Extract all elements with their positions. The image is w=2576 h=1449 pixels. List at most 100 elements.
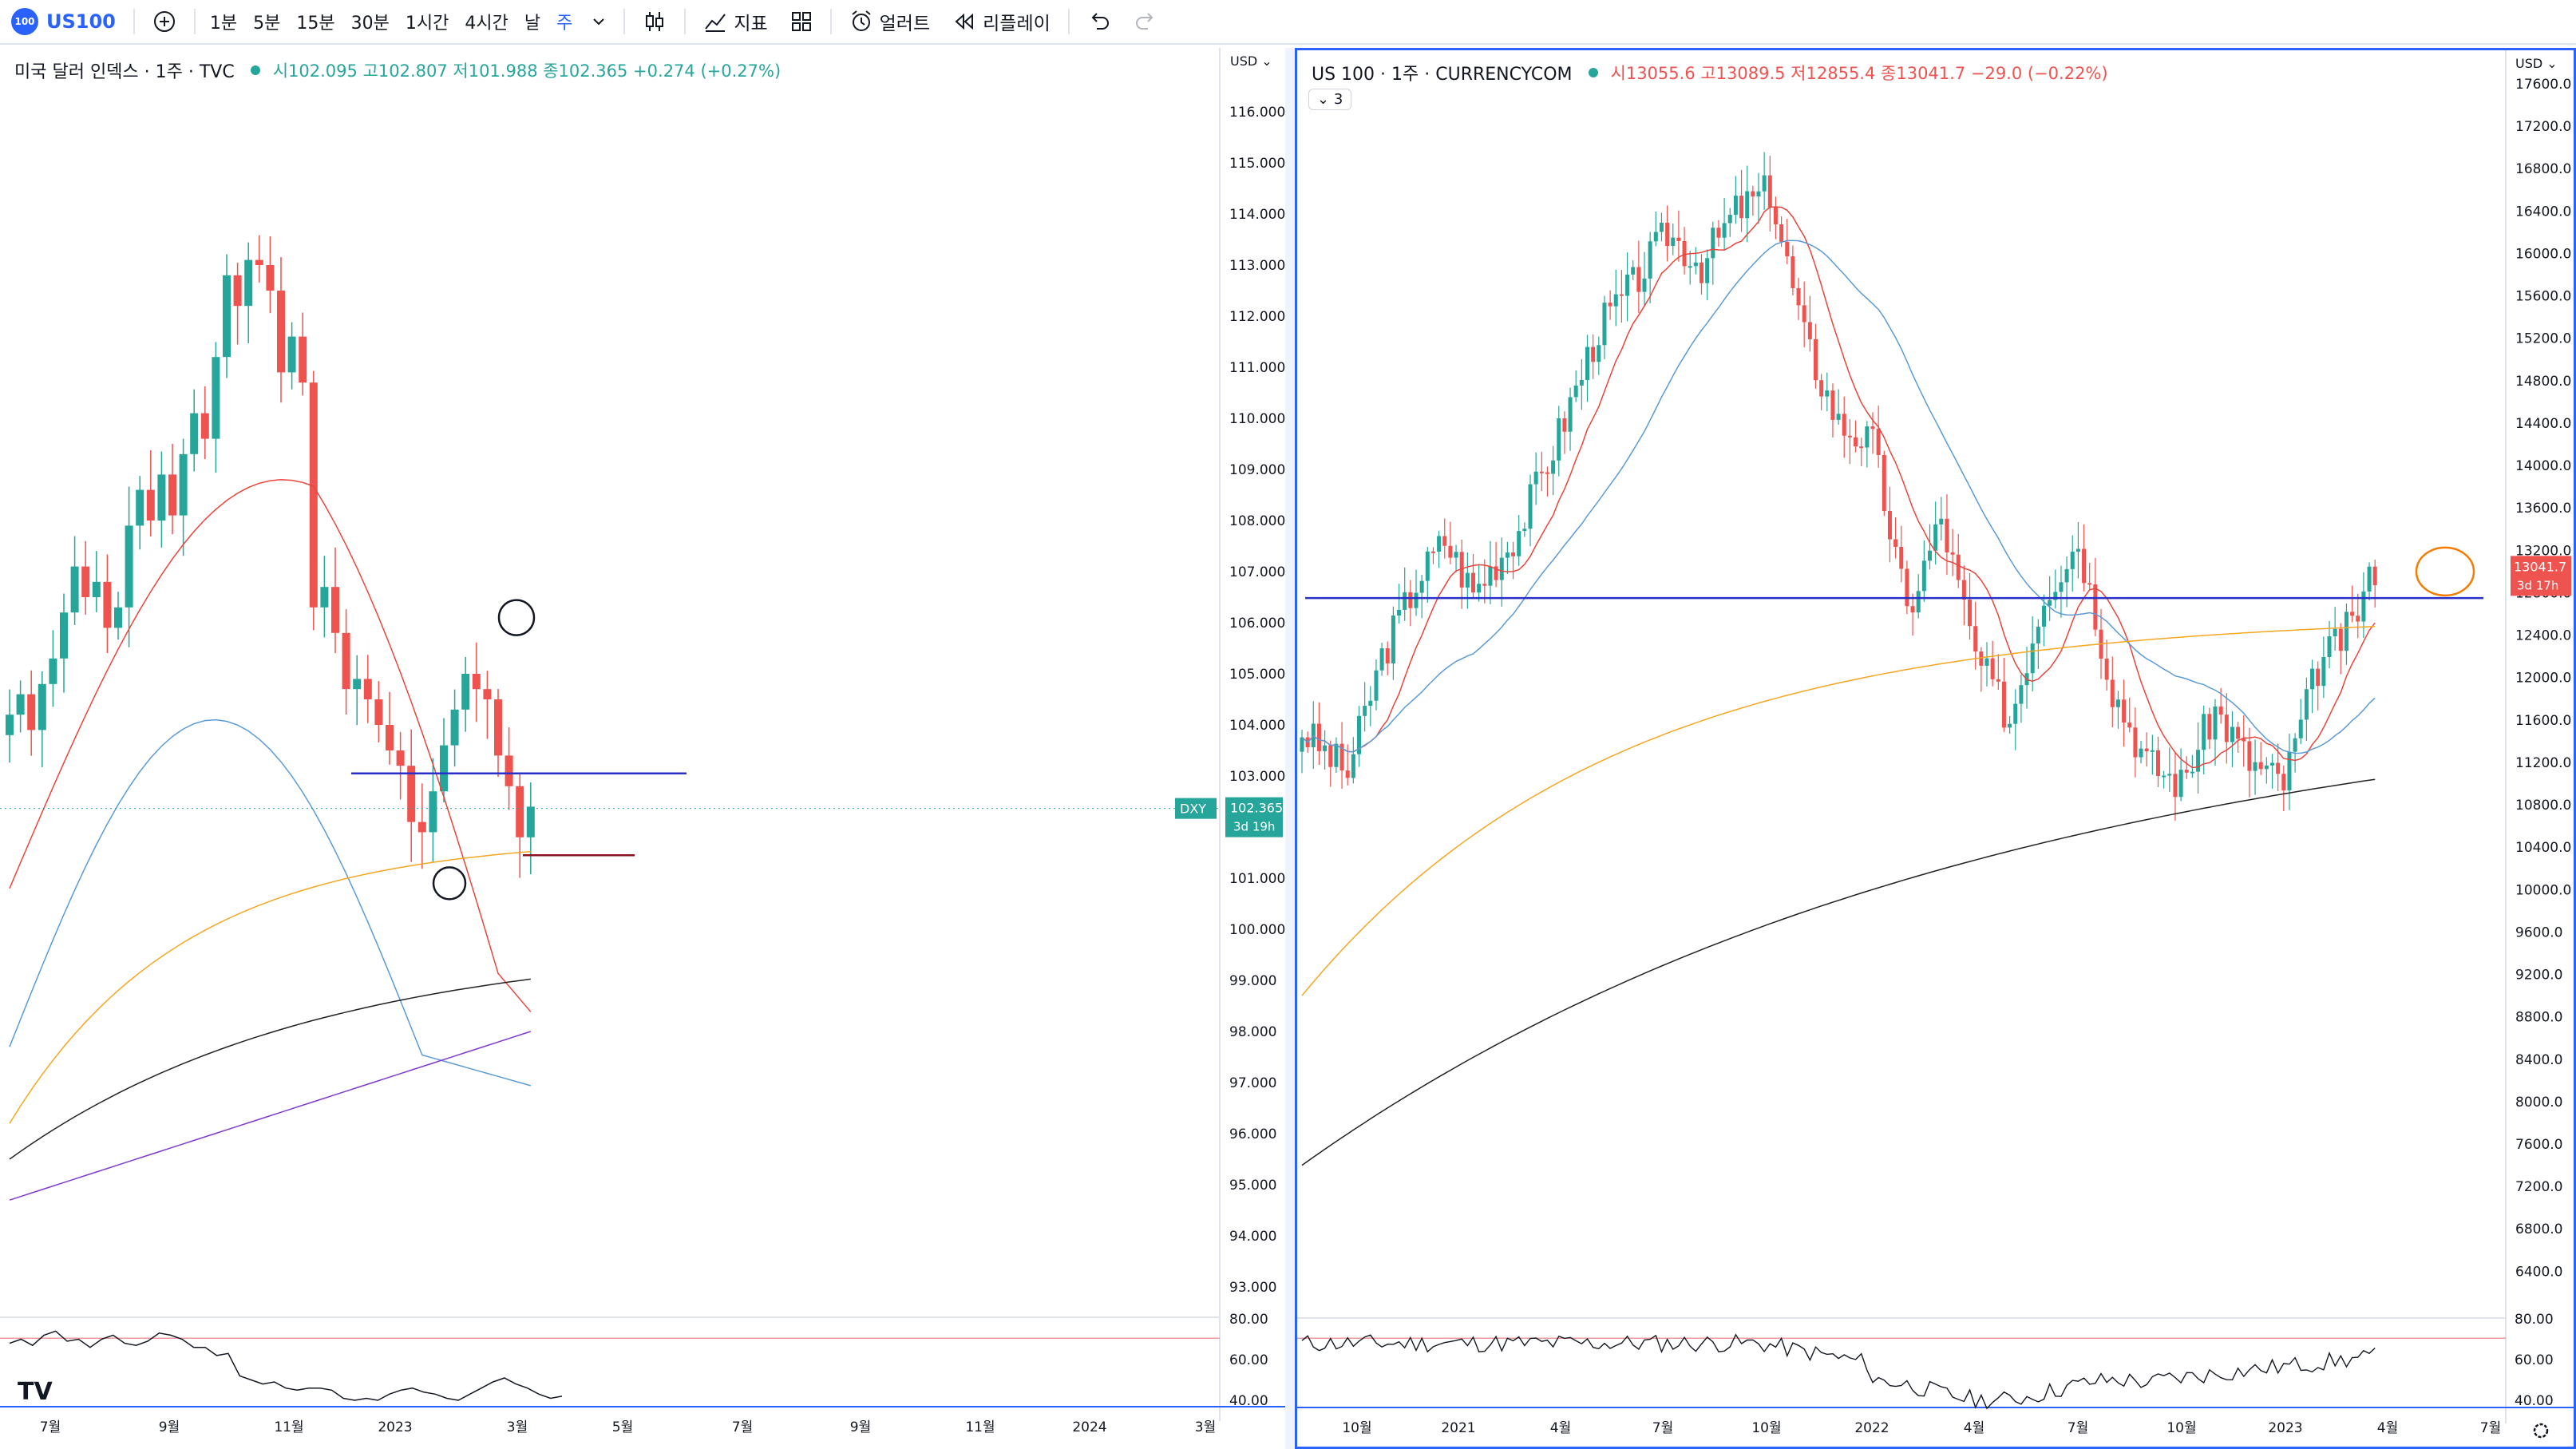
candle-body — [1996, 679, 2000, 682]
candle-body — [1316, 723, 1321, 751]
candle-body — [2258, 762, 2263, 770]
time-tick-label: 9월 — [850, 1419, 871, 1435]
toolbar-divider — [193, 9, 196, 34]
candle-body — [2184, 770, 2189, 773]
time-tick-label: 4월 — [1550, 1420, 1571, 1436]
candle-body — [70, 566, 79, 613]
candle-body — [1802, 305, 1806, 323]
left-ohlc-values: 시102.095 고102.807 저101.988 종102.365 +0.2… — [272, 61, 782, 81]
last-price-label-bg — [1225, 797, 1283, 837]
toolbar-divider — [623, 9, 626, 34]
chart-style-button[interactable] — [631, 0, 678, 43]
candle-body — [1494, 566, 1498, 580]
candle-body — [1528, 484, 1533, 529]
add-symbol-icon — [153, 11, 175, 32]
candle-body — [2281, 774, 2286, 791]
right-chart-title[interactable]: US 100 · 1주 · CURRENCYCOM — [1312, 65, 1573, 85]
timeframe-dropdown[interactable] — [580, 0, 617, 43]
candle-body — [2104, 659, 2109, 680]
price-tick-label: 14400.0 — [2515, 416, 2571, 432]
price-tick-label: 16000.0 — [2515, 246, 2571, 262]
candle-body — [2133, 727, 2138, 758]
price-tick-label: 106.000 — [1229, 616, 1285, 631]
timeframe-5m[interactable]: 5분 — [253, 14, 281, 34]
symbol-logo: 100 — [11, 8, 38, 35]
candle-body — [1939, 518, 1944, 525]
alert-button[interactable]: 얼러트 — [838, 0, 941, 43]
candle-body — [157, 474, 166, 521]
candle-body — [1716, 228, 1721, 238]
settings-gear-icon[interactable] — [2533, 1423, 2549, 1439]
candle-body — [2304, 689, 2309, 720]
candle-body — [1619, 294, 1624, 296]
candle-body — [1727, 215, 1732, 224]
candle-body — [1454, 552, 1458, 558]
price-tick-label: 8400.0 — [2515, 1052, 2562, 1068]
candle-body — [223, 275, 231, 358]
candle-body — [1403, 592, 1407, 610]
candle-body — [27, 694, 36, 730]
left-chart-canvas[interactable]: USD ⌄ 116.000 115.000 114.000 113.000 112.000… — [0, 48, 1285, 1449]
price-tick-label: 13600.0 — [2515, 501, 2571, 517]
candle-body — [1979, 651, 1984, 666]
candle-body — [2230, 726, 2234, 742]
candle-body — [1613, 294, 1618, 307]
toolbar-divider — [1067, 9, 1070, 34]
add-symbol-button[interactable] — [141, 0, 188, 43]
right-ohlc-values: 시13055.6 고13089.5 저12855.4 종13041.7 −29.… — [1610, 64, 2108, 83]
candle-body — [1807, 322, 1812, 339]
indicators-button[interactable]: 지표 — [692, 0, 778, 43]
candle-body — [1921, 560, 1926, 592]
candle-body — [2276, 762, 2281, 774]
time-tick-label: 9월 — [159, 1419, 180, 1435]
candle-body — [2093, 584, 2098, 630]
replay-button[interactable]: 리플레이 — [941, 0, 1062, 43]
candle-body — [472, 674, 481, 690]
left-chart-pane[interactable]: 미국 달러 인덱스 · 1주 · TVC 시102.095 고102.807 저… — [0, 48, 1285, 1449]
candle-body — [1608, 303, 1612, 307]
redo-button[interactable] — [1122, 0, 1169, 43]
candle-body — [1477, 584, 1482, 593]
candle-body — [1739, 196, 1744, 219]
ema-slow-line — [9, 850, 531, 1124]
candle-body — [2218, 706, 2223, 715]
right-legend: US 100 · 1주 · CURRENCYCOM 시13055.6 고1308… — [1312, 60, 2108, 85]
price-tick-label: 103.000 — [1229, 769, 1285, 785]
price-tick-label: 98.000 — [1229, 1024, 1276, 1040]
undo-button[interactable] — [1076, 0, 1122, 43]
candle-body — [1711, 228, 1715, 259]
right-chart-canvas[interactable]: USD ⌄ 17600.0 17200.0 16800.0 16400.0 16000.0… — [1297, 50, 2574, 1447]
candle-body — [2122, 699, 2127, 723]
timeframe-1w[interactable]: 주 — [556, 14, 573, 34]
highlight-circle — [432, 866, 467, 901]
timeframe-1h[interactable]: 1시간 — [405, 14, 449, 34]
candle-body — [526, 806, 535, 837]
timeframe-15m[interactable]: 15분 — [296, 14, 335, 34]
timeframe-4h[interactable]: 4시간 — [465, 14, 508, 34]
timeframe-1d[interactable]: 날 — [524, 14, 541, 34]
timeframe-30m[interactable]: 30분 — [350, 14, 390, 34]
layout-button[interactable] — [779, 0, 824, 43]
symbol-search[interactable]: 100 US100 — [0, 0, 127, 43]
timeframe-1m[interactable]: 1분 — [209, 14, 238, 34]
candle-body — [1351, 754, 1355, 778]
price-tick-label: 7200.0 — [2515, 1179, 2562, 1195]
candle-body — [516, 786, 524, 837]
right-chart-pane[interactable]: US 100 · 1주 · CURRENCYCOM 시13055.6 고1308… — [1295, 48, 2576, 1449]
candle-body — [1391, 615, 1395, 664]
candle-body — [2013, 703, 2018, 724]
candle-body — [1665, 222, 1670, 247]
candle-body — [92, 581, 101, 597]
indicators-collapse-button[interactable]: ⌄ 3 — [1308, 89, 1352, 110]
price-tick-label: 14800.0 — [2515, 374, 2571, 390]
time-tick-label: 7월 — [732, 1419, 753, 1435]
candle-body — [1579, 379, 1584, 386]
candle-body — [1448, 545, 1453, 558]
indicators-label: 지표 — [734, 14, 768, 34]
left-chart-title[interactable]: 미국 달러 인덱스 · 1주 · TVC — [14, 62, 235, 82]
pane-divider[interactable] — [1285, 48, 1295, 1449]
time-tick-label: 7월 — [2068, 1420, 2088, 1436]
candle-body — [1625, 274, 1630, 296]
candle-body — [1961, 580, 1966, 600]
price-tick-label: 115.000 — [1229, 156, 1285, 172]
